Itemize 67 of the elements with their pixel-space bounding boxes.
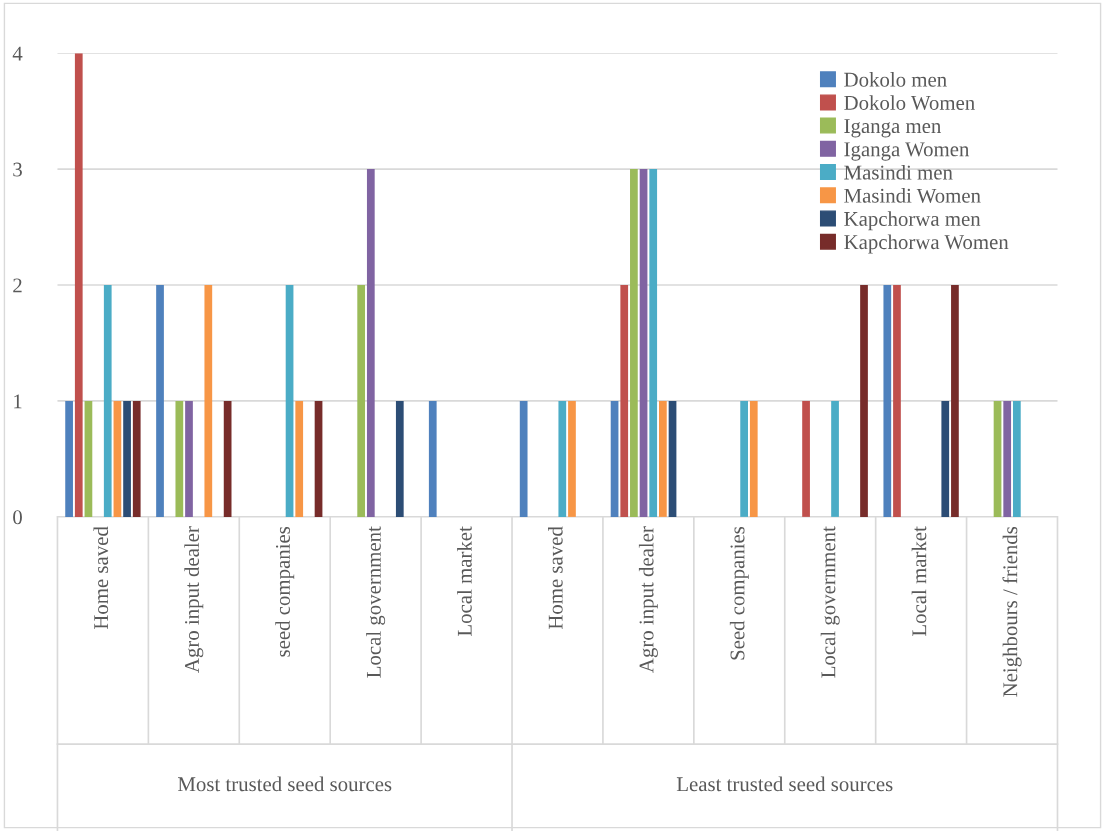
x-tick-label: Home saved [93,526,109,630]
legend-label: Masindi men [844,164,953,180]
bar [740,400,748,517]
bar [366,169,375,517]
bar [395,400,404,517]
y-tick-label: 0 [13,510,22,525]
y-tick-label: 2 [13,278,22,293]
bar [1013,400,1021,517]
bar [993,400,1002,517]
legend-label: Kapchorwa Women [844,234,1009,254]
bar [639,169,648,517]
bar [519,400,528,517]
bar [185,400,193,517]
x-tick-label: Agro input dealer [638,526,658,673]
legend-label: Dokolo Women [844,95,975,111]
bar [428,400,437,517]
y-tick-label: 4 [12,46,23,61]
bar [749,400,758,517]
text: Least trusted seed sources [676,776,893,792]
bar [65,400,73,517]
bar [314,400,323,517]
legend-label: Iganga men [844,119,942,138]
x-tick-label: Home saved [548,526,563,630]
x-tick-label: Local government [366,526,386,678]
bar [113,400,122,517]
legend-label: Kapchorwa men [844,211,981,231]
bar [620,285,629,517]
x-tick-label: Local market [457,526,472,637]
bar [831,400,839,517]
legend-label: Dokolo men [844,72,947,87]
bar [951,285,959,517]
x-tick-label: seed companies [275,526,295,657]
bar [568,400,576,517]
bar [649,169,658,517]
bar [123,400,131,517]
bar [883,285,892,517]
bar [941,400,950,517]
bar [610,400,619,517]
x-tick-label: Local government [820,526,840,678]
bar [860,285,868,517]
bar [659,400,667,517]
text: Most trusted seed sources [178,776,392,792]
bar [630,169,638,517]
bar [156,285,164,517]
x-tick-label: Seed companies [729,526,749,660]
bar [84,400,93,517]
x-tick-label: Neighbours / friends [1002,526,1022,697]
bar [295,400,304,517]
y-tick-label: 1 [14,394,22,409]
bar [357,285,366,517]
x-tick-label: Local market [911,526,927,637]
bar [223,400,232,517]
x-tick-label: Agro input dealer [184,526,204,673]
bar [132,400,141,517]
bar [668,400,677,517]
bar [1003,400,1012,517]
bar [802,400,810,517]
bar [285,285,294,517]
bar [893,285,901,517]
bar [103,285,112,517]
bar [74,53,83,517]
bar [558,400,567,517]
legend-label: Masindi Women [844,188,981,203]
legend-label: Iganga Women [844,142,970,161]
bar [175,400,184,517]
y-tick-label: 3 [13,162,22,177]
bar [204,285,213,517]
